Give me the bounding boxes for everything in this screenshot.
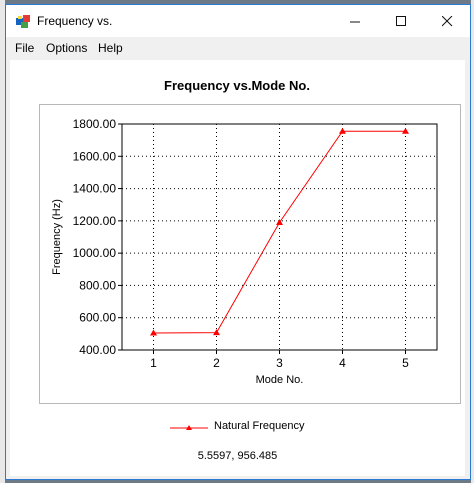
frequency-window: Frequency vs. File Options Help Frequenc… [5,4,471,480]
chart-area[interactable]: Frequency vs.Mode No. 400.00 600.00 800.00 1… [10,60,465,476]
data-point-marker[interactable] [402,127,409,134]
legend-line-marker [170,425,208,430]
y-tick-label: 1400.00 [73,182,117,196]
chart-title: Frequency vs.Mode No. [164,78,310,93]
x-tick-label: 3 [276,356,283,370]
maximize-button[interactable] [378,5,424,37]
y-tick-label: 800.00 [79,278,116,292]
background-window-left [0,0,5,483]
close-icon [441,15,452,26]
cursor-coordinate-readout: 5.5597, 956.485 [197,450,278,462]
background-window-right [471,0,474,483]
y-tick-label: 1000.00 [73,246,117,260]
maximize-icon [395,15,406,26]
menu-bar: File Options Help [6,38,470,58]
legend-label: Natural Frequency [214,420,305,432]
data-point-marker[interactable] [213,329,220,336]
x-tick-label: 1 [150,356,157,370]
window-title: Frequency vs. [37,14,113,28]
title-bar[interactable]: Frequency vs. [6,5,470,37]
x-tick-label: 5 [402,356,409,370]
minimize-icon [349,21,360,22]
menu-file[interactable]: File [15,41,35,55]
menu-help[interactable]: Help [98,41,123,55]
y-tick-label: 400.00 [79,343,116,357]
frequency-chart[interactable]: Frequency vs.Mode No. 400.00 600.00 800.00 1… [10,60,465,476]
legend: Natural Frequency [170,419,330,437]
chart-frame [39,104,461,404]
menu-options[interactable]: Options [46,41,88,55]
x-tick-label: 4 [339,356,346,370]
app-icon [16,15,30,28]
y-axis-label: Frequency (Hz) [51,199,63,275]
data-point-marker[interactable] [339,127,346,134]
y-tick-label: 1800.00 [73,117,117,131]
x-axis-label: Mode No. [256,374,304,386]
data-point-marker[interactable] [150,329,157,336]
x-tick-label: 2 [213,356,220,370]
y-tick-label: 600.00 [79,311,116,325]
minimize-button[interactable] [332,5,378,37]
y-tick-label: 1600.00 [73,149,117,163]
close-button[interactable] [424,5,470,37]
data-point-marker[interactable] [276,218,283,225]
y-tick-label: 1200.00 [73,214,117,228]
